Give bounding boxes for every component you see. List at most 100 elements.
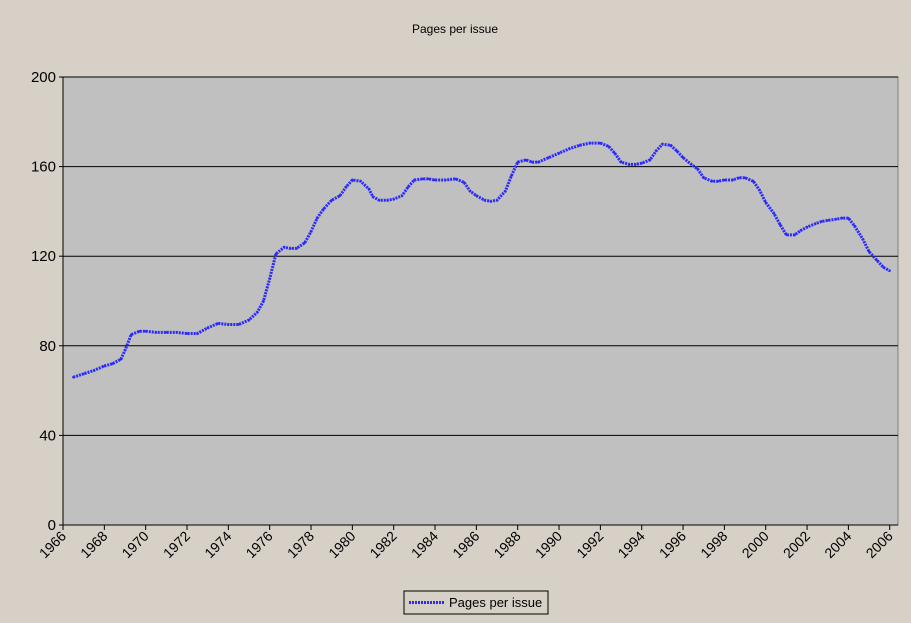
data-point [696,167,699,170]
data-point [359,180,362,183]
data-point [400,194,404,197]
data-point [648,158,652,162]
data-point [196,332,199,335]
data-point [882,266,885,269]
data-point [378,199,381,202]
data-point [779,223,782,226]
data-point [338,194,342,197]
data-point [154,331,158,334]
data-point [861,238,865,241]
data-point [119,358,123,361]
data-point [634,163,637,166]
data-point [814,222,817,225]
data-point [123,349,127,352]
data-point [130,333,133,336]
data-point [805,225,809,229]
data-point [427,177,430,181]
x-tick-label: 1974 [201,528,234,561]
x-tick-label: 1996 [656,528,689,561]
legend-label: Pages per issue [449,595,542,610]
data-point [690,163,693,166]
data-point [578,144,581,147]
data-point [675,149,678,153]
x-tick-label: 2002 [780,528,813,561]
data-point [289,247,292,250]
data-point [227,323,230,326]
data-point [330,199,333,202]
x-tick-label: 1970 [118,528,151,561]
data-point [772,212,776,215]
data-point [785,233,788,237]
data-point [737,176,741,179]
data-point [516,160,519,164]
x-tick-label: 1976 [242,528,275,561]
data-point [483,199,486,202]
data-point [351,178,354,182]
data-point [826,219,829,222]
data-point [433,178,437,182]
x-tick-label: 1998 [697,528,730,561]
data-point [216,322,220,325]
data-point [681,156,685,159]
data-point [799,229,803,232]
x-tick-label: 1980 [325,528,358,561]
data-point [661,143,664,146]
data-point [309,230,313,233]
data-point [454,177,457,181]
x-tick-label: 1992 [573,528,606,561]
data-point [888,269,891,272]
data-point [588,141,592,145]
data-point [316,216,319,220]
data-point [764,201,767,204]
chart-title: Pages per issue [412,22,498,36]
x-tick-label: 1982 [366,528,399,561]
x-tick-label: 1994 [614,528,647,561]
data-point [322,208,325,211]
data-point [568,147,571,150]
data-point [547,156,550,159]
data-point [758,188,761,192]
data-point [723,178,726,182]
data-point [138,330,141,333]
data-point [717,180,720,183]
series-group [72,141,891,379]
data-point [710,180,714,183]
data-point [262,299,265,303]
data-point [111,362,114,365]
x-tick-label: 1972 [160,528,193,561]
data-point [655,149,658,153]
data-point [345,185,348,188]
x-tick-label: 1990 [532,528,565,561]
x-tick-label: 1968 [77,528,110,561]
data-point [557,152,561,155]
data-point [144,330,147,333]
data-point [619,160,623,164]
data-point [72,376,75,379]
data-point [607,145,610,148]
data-point [743,176,747,179]
data-point [702,176,705,179]
x-tick-label: 2006 [863,528,896,561]
data-point [206,326,209,330]
data-point [283,246,286,249]
data-point [853,224,856,228]
data-point [820,220,823,223]
data-point [841,216,844,220]
y-tick-label: 200 [31,69,56,86]
data-point [303,241,306,244]
data-point [752,180,755,183]
data-point [489,200,492,203]
data-point [386,199,389,202]
data-point [731,178,734,182]
data-point [669,144,672,147]
data-point [599,141,602,145]
y-tick-label: 80 [39,338,56,355]
data-point [268,277,271,280]
data-point [367,187,371,191]
data-point [469,190,472,193]
data-point [537,160,540,164]
data-point [165,331,168,334]
data-point [103,364,106,368]
data-point [295,247,298,250]
